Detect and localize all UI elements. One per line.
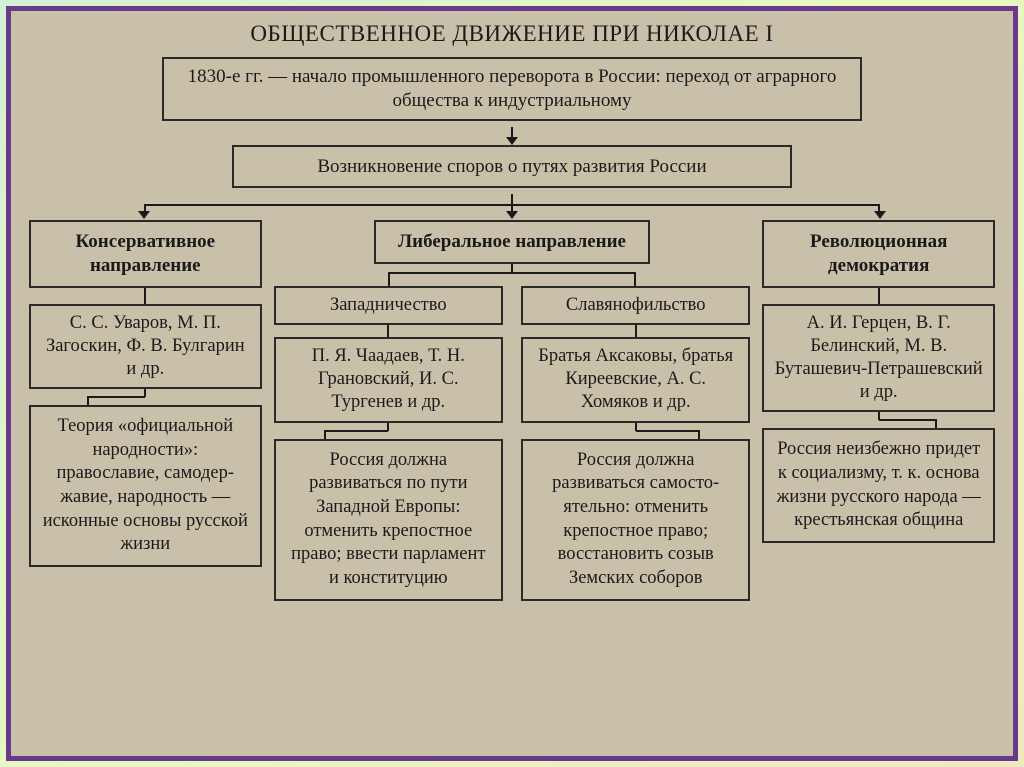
connector-line: [878, 288, 880, 304]
slav-desc: Россия должна развиваться самосто­ятельн…: [521, 439, 750, 601]
conservative-heading: Консервативное направление: [29, 220, 262, 288]
arrow-intro-to-spory: [29, 127, 995, 145]
west-people: П. Я. Чаадаев, Т. Н. Грановский, И. С. Т…: [274, 337, 503, 422]
connector-line: [635, 325, 637, 337]
conservative-people: С. С. Уваров, М. П. Загоскин, Ф. В. Булг…: [29, 304, 262, 389]
connector-line: [144, 288, 146, 304]
conservative-desc: Теория «официаль­ной народности»: правос…: [29, 405, 262, 567]
conservative-column: Консервативное направление С. С. Уваров,…: [29, 220, 262, 600]
revolutionary-people: А. И. Герцен, В. Г. Белинский, М. В. Бут…: [762, 304, 995, 413]
slavophile-column: Славянофильство Братья Аксаковы, братья …: [521, 286, 750, 601]
revolutionary-column: Революционная демократия А. И. Герцен, В…: [762, 220, 995, 600]
connector-offset: [29, 389, 262, 405]
slav-label: Славянофильство: [521, 286, 750, 325]
intro-box: 1830-е гг. — начало промышленного перево…: [162, 57, 862, 121]
branches-row: Консервативное направление С. С. Уваров,…: [29, 220, 995, 600]
connector-offset: [521, 423, 750, 439]
west-label: Западничество: [274, 286, 503, 325]
triple-branch-connector: [29, 194, 995, 220]
revolutionary-desc: Россия неизбежно придет к социализму, т.…: [762, 428, 995, 543]
revolutionary-heading: Революционная демократия: [762, 220, 995, 288]
spory-box: Возникновение споров о путях развития Ро…: [232, 145, 792, 189]
slav-people: Братья Аксаковы, братья Киреевские, А. С…: [521, 337, 750, 422]
west-desc: Россия должна развиваться по пути Западн…: [274, 439, 503, 601]
connector-line: [387, 325, 389, 337]
diagram-title: ОБЩЕСТВЕННОЕ ДВИЖЕНИЕ ПРИ НИКОЛАЕ I: [29, 21, 995, 47]
liberal-heading: Либеральное направление: [374, 220, 651, 264]
westernism-column: Западничество П. Я. Чаадаев, Т. Н. Грано…: [274, 286, 503, 601]
liberal-split-connector: [274, 264, 751, 286]
liberal-column: Либеральное направление Западничество П.…: [274, 220, 751, 600]
diagram-frame: ОБЩЕСТВЕННОЕ ДВИЖЕНИЕ ПРИ НИКОЛАЕ I 1830…: [6, 6, 1018, 761]
connector-offset: [762, 412, 995, 428]
connector-offset: [274, 423, 503, 439]
